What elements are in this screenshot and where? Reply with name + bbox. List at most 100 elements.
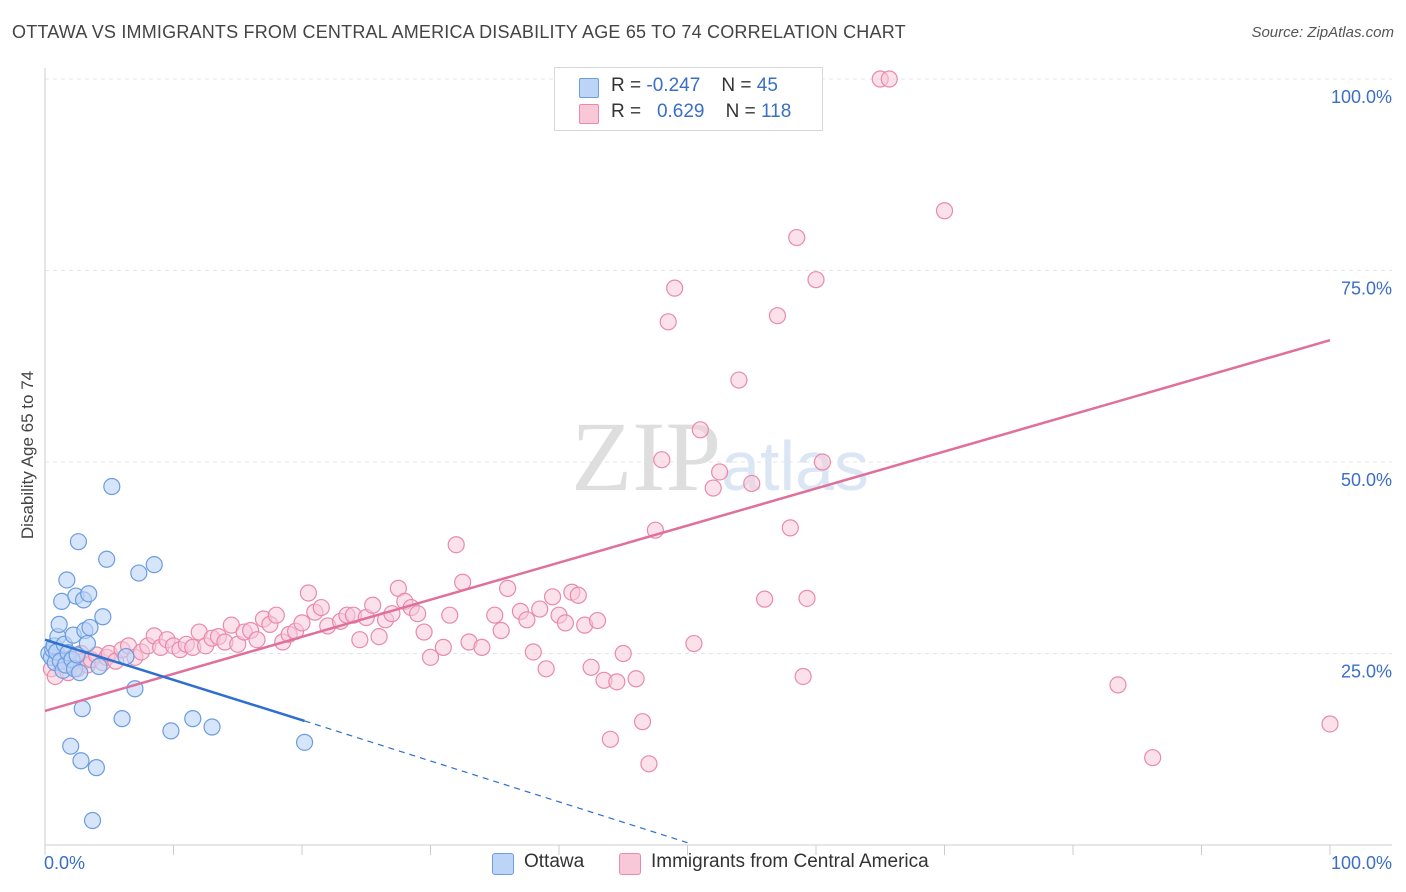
- immigrant-point: [813, 453, 832, 471]
- legend-r-value: -0.247: [646, 75, 701, 96]
- immigrant-point: [935, 202, 954, 220]
- immigrant-point: [582, 658, 600, 676]
- immigrant-point: [588, 611, 607, 630]
- immigrant-point: [794, 667, 812, 686]
- immigrant-point: [569, 586, 587, 604]
- immigrant-point: [556, 614, 575, 632]
- ottawa-point: [87, 759, 106, 777]
- immigrant-point: [531, 600, 549, 618]
- y-tick-label: 100.0%: [1331, 87, 1392, 107]
- immigrant-point: [441, 606, 459, 624]
- immigrant-point: [492, 621, 510, 640]
- ottawa-trend-extension: [304, 720, 688, 844]
- y-tick-label: 50.0%: [1341, 470, 1392, 490]
- ottawa-point: [203, 718, 221, 736]
- immigrant-point: [364, 596, 382, 614]
- immigrant-point: [524, 643, 542, 661]
- ottawa-point: [103, 477, 121, 496]
- y-tick-label: 25.0%: [1341, 662, 1392, 682]
- ottawa-trend-line: [44, 638, 305, 723]
- ottawa-point: [71, 664, 89, 682]
- legend-r-label: R =: [611, 101, 642, 122]
- immigrant-point: [312, 598, 330, 617]
- immigrant-point: [730, 371, 748, 389]
- ottawa-point: [145, 556, 163, 574]
- ottawa-legend-label: Ottawa: [524, 851, 585, 872]
- immigrant-point: [518, 611, 536, 629]
- immigrant-point: [473, 638, 491, 656]
- ottawa-swatch: [579, 78, 599, 98]
- ottawa-point: [80, 585, 98, 603]
- ottawa-points: [40, 477, 314, 830]
- immigrant-point: [421, 648, 440, 666]
- immigrant-point: [653, 451, 671, 469]
- y-tick-labels: 25.0% 50.0% 75.0% 100.0%: [1331, 87, 1392, 682]
- immigrant-trend-line: [44, 339, 1331, 713]
- immigrant-point: [685, 634, 703, 653]
- immigrant-point: [1321, 715, 1339, 733]
- ottawa-point: [50, 615, 68, 633]
- immigrant-point: [788, 228, 806, 247]
- immigrant-point: [543, 588, 562, 606]
- stats-legend: R = -0.247 N = 45 R = 0.629 N = 118: [554, 67, 823, 131]
- ottawa-point: [69, 533, 88, 551]
- immigrant-point: [768, 307, 787, 325]
- immigrant-point: [880, 70, 898, 88]
- ottawa-point: [72, 752, 90, 770]
- immigrant-point: [415, 623, 433, 641]
- immigrant-point: [691, 421, 709, 439]
- immigrant-point: [743, 474, 761, 493]
- x-tick-labels: 0.0% 100.0%: [44, 853, 1392, 873]
- immigrant-point: [447, 536, 465, 554]
- legend-r-value: 0.629: [656, 101, 705, 122]
- x-tick-label-max: 100.0%: [1331, 853, 1392, 873]
- immigrant-point: [434, 638, 452, 656]
- legend-n-label: N =: [721, 75, 752, 96]
- chart-title: OTTAWA VS IMMIGRANTS FROM CENTRAL AMERIC…: [12, 22, 906, 42]
- ottawa-point: [78, 634, 97, 653]
- immigrant-point: [666, 279, 684, 297]
- ottawa-point: [295, 733, 314, 751]
- immigrant-point: [486, 606, 504, 624]
- immigrant-point: [807, 271, 825, 289]
- immigrant-point: [293, 614, 311, 632]
- ottawa-point: [162, 722, 180, 740]
- immigrant-point: [1109, 676, 1127, 694]
- y-axis-label: Disability Age 65 to 74: [18, 371, 37, 539]
- immigrant-point: [608, 673, 626, 691]
- source-label: Source: ZipAtlas.com: [1251, 24, 1394, 41]
- ottawa-point: [98, 550, 116, 568]
- immigrant-point: [633, 713, 652, 731]
- immigrant-point: [299, 584, 318, 602]
- immigrant-point: [640, 755, 658, 773]
- immigrant-point: [659, 313, 677, 331]
- immigrant-point: [711, 463, 729, 481]
- immigrant-point: [248, 631, 266, 649]
- immigrant-point: [370, 628, 388, 646]
- ottawa-point: [94, 608, 112, 626]
- immigrant-point: [627, 670, 645, 688]
- x-tick-label-min: 0.0%: [44, 853, 85, 873]
- legend-n-value: 118: [761, 101, 792, 122]
- trend-lines: [44, 339, 1331, 844]
- immigrant-point: [499, 579, 517, 597]
- immigrant-point: [601, 730, 620, 748]
- immigrant-point: [267, 606, 285, 624]
- legend-r-label: R =: [611, 75, 642, 96]
- immigrants-legend-swatch: [619, 853, 641, 875]
- immigrant-point: [798, 589, 816, 607]
- y-tick-label: 75.0%: [1341, 279, 1392, 299]
- watermark: ZIPatlas: [571, 401, 869, 512]
- ottawa-point: [81, 618, 99, 637]
- immigrant-point: [755, 590, 774, 608]
- immigrant-point: [704, 479, 722, 497]
- ottawa-point: [62, 737, 80, 755]
- ottawa-point: [58, 571, 76, 589]
- immigrants-swatch: [579, 104, 599, 124]
- immigrant-point: [409, 605, 427, 623]
- ottawa-legend-swatch: [492, 853, 514, 875]
- immigrant-point: [614, 644, 632, 663]
- grid-lines: [45, 78, 1392, 654]
- immigrant-point: [351, 631, 369, 649]
